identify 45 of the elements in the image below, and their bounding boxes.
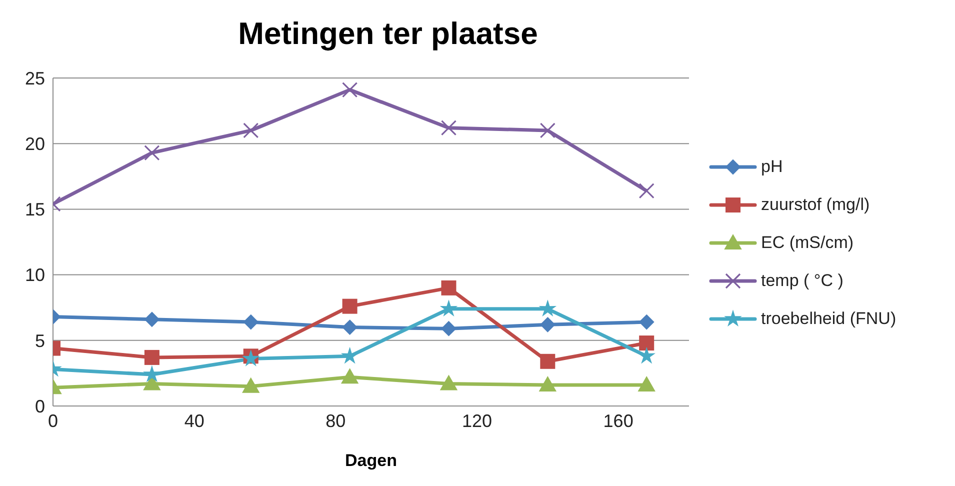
point	[242, 378, 260, 393]
legend-label: troebelheid (FNU)	[761, 309, 896, 329]
legend-label: temp ( °C )	[761, 271, 844, 291]
point	[638, 348, 655, 364]
x-tick-label: 120	[462, 410, 492, 431]
x-axis-title: Dagen	[345, 451, 397, 470]
legend-label: zuurstof (mg/l)	[761, 195, 870, 215]
point	[540, 354, 556, 369]
y-tick-label: 20	[24, 134, 45, 154]
point	[539, 376, 556, 392]
point	[441, 280, 456, 296]
legend-label: pH	[761, 157, 783, 177]
point	[342, 298, 358, 314]
point	[638, 183, 654, 199]
point	[638, 376, 656, 392]
point	[144, 350, 160, 365]
point	[144, 144, 160, 161]
point	[440, 300, 457, 316]
point	[440, 120, 457, 136]
point	[639, 314, 654, 330]
point	[440, 375, 458, 390]
point	[243, 314, 258, 330]
point	[540, 300, 556, 316]
x-tick-label: 80	[326, 410, 346, 431]
x-tick-label: 160	[603, 410, 634, 431]
point	[540, 122, 556, 138]
point	[144, 312, 160, 327]
point	[243, 122, 259, 138]
point	[341, 368, 358, 384]
y-tick-label: 15	[24, 200, 45, 220]
point	[441, 321, 456, 336]
point	[540, 317, 556, 332]
legend-label: EC (mS/cm)	[761, 233, 854, 253]
point	[144, 366, 160, 382]
chart-title: Metingen ter plaatse	[237, 16, 539, 52]
y-tick-label: 25	[24, 68, 45, 88]
x-tick-label: 0	[48, 410, 58, 431]
y-tick-label: 5	[34, 330, 45, 351]
y-tick-label: 10	[24, 265, 45, 286]
point	[342, 82, 358, 98]
point	[639, 336, 654, 351]
y-tick-label: 0	[34, 396, 45, 416]
point	[342, 320, 358, 335]
point	[342, 348, 358, 364]
x-tick-label: 40	[184, 410, 204, 431]
